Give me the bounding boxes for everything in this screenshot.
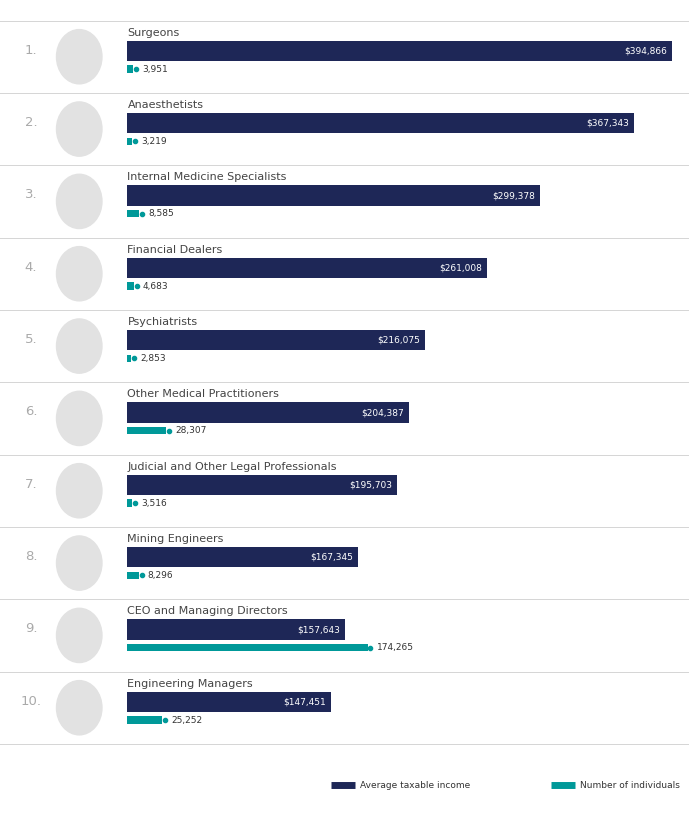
Text: 8.: 8. bbox=[25, 550, 37, 563]
Bar bbox=[127, 692, 331, 712]
Bar bbox=[127, 644, 368, 651]
Text: $157,643: $157,643 bbox=[297, 625, 340, 634]
Text: Mining Engineers: Mining Engineers bbox=[127, 534, 224, 544]
Text: $394,866: $394,866 bbox=[624, 46, 667, 55]
Text: 7.: 7. bbox=[25, 478, 37, 491]
Text: 4,683: 4,683 bbox=[143, 281, 169, 290]
Text: 1.: 1. bbox=[25, 44, 37, 57]
Circle shape bbox=[56, 319, 102, 373]
Bar bbox=[127, 572, 139, 579]
Text: Number of individuals: Number of individuals bbox=[580, 781, 680, 789]
Bar bbox=[127, 41, 672, 61]
Text: CEO and Managing Directors: CEO and Managing Directors bbox=[127, 607, 288, 616]
Text: Financial Dealers: Financial Dealers bbox=[127, 245, 223, 255]
Text: $299,378: $299,378 bbox=[493, 191, 535, 200]
Circle shape bbox=[56, 681, 102, 735]
Text: 8,585: 8,585 bbox=[148, 209, 174, 218]
Bar bbox=[127, 500, 132, 506]
Text: 8,296: 8,296 bbox=[148, 570, 174, 580]
Bar bbox=[127, 113, 634, 133]
Text: Internal Medicine Specialists: Internal Medicine Specialists bbox=[127, 173, 287, 182]
Text: 4.: 4. bbox=[25, 261, 37, 274]
Bar bbox=[127, 403, 409, 423]
Circle shape bbox=[56, 391, 102, 446]
Bar bbox=[127, 427, 167, 434]
Bar bbox=[127, 355, 132, 362]
Circle shape bbox=[56, 174, 102, 229]
Text: Surgeons: Surgeons bbox=[127, 28, 180, 38]
Text: Other Medical Practitioners: Other Medical Practitioners bbox=[127, 390, 279, 399]
Text: Psychiatrists: Psychiatrists bbox=[127, 317, 198, 327]
Text: 3,516: 3,516 bbox=[141, 498, 167, 507]
Text: 6.: 6. bbox=[25, 405, 37, 418]
Text: 3.: 3. bbox=[25, 188, 37, 201]
Text: $204,387: $204,387 bbox=[362, 408, 404, 417]
Text: $195,703: $195,703 bbox=[349, 480, 393, 489]
Text: 2,853: 2,853 bbox=[141, 353, 166, 363]
Bar bbox=[127, 283, 134, 289]
Circle shape bbox=[56, 608, 102, 663]
Bar bbox=[127, 258, 487, 278]
Text: 3,951: 3,951 bbox=[142, 64, 167, 73]
Bar bbox=[127, 717, 163, 723]
Text: Anaesthetists: Anaesthetists bbox=[127, 100, 203, 110]
Text: 28,307: 28,307 bbox=[176, 426, 207, 435]
Text: Judicial and Other Legal Professionals: Judicial and Other Legal Professionals bbox=[127, 462, 337, 472]
Bar bbox=[127, 210, 139, 217]
Bar bbox=[127, 330, 425, 350]
Text: $367,343: $367,343 bbox=[586, 118, 629, 127]
Bar bbox=[127, 547, 358, 567]
Text: 5.: 5. bbox=[25, 333, 37, 346]
Text: 2.: 2. bbox=[25, 116, 37, 129]
Text: Average taxable income: Average taxable income bbox=[360, 781, 470, 789]
Circle shape bbox=[56, 464, 102, 518]
Text: 3,219: 3,219 bbox=[141, 136, 167, 145]
Text: 10.: 10. bbox=[21, 695, 41, 708]
Text: 25,252: 25,252 bbox=[172, 715, 203, 724]
Circle shape bbox=[56, 30, 102, 84]
Text: $261,008: $261,008 bbox=[440, 263, 482, 272]
Bar bbox=[127, 66, 133, 72]
Bar bbox=[127, 475, 398, 495]
Text: $147,451: $147,451 bbox=[283, 697, 326, 706]
Text: $167,345: $167,345 bbox=[311, 552, 353, 561]
Bar bbox=[127, 186, 540, 206]
Circle shape bbox=[56, 536, 102, 590]
Circle shape bbox=[56, 102, 102, 156]
Circle shape bbox=[56, 247, 102, 301]
Text: Engineering Managers: Engineering Managers bbox=[127, 679, 253, 689]
Text: 174,265: 174,265 bbox=[377, 643, 413, 652]
Bar bbox=[127, 138, 132, 145]
Text: $216,075: $216,075 bbox=[378, 335, 420, 344]
Text: 9.: 9. bbox=[25, 622, 37, 635]
Bar bbox=[127, 620, 344, 640]
